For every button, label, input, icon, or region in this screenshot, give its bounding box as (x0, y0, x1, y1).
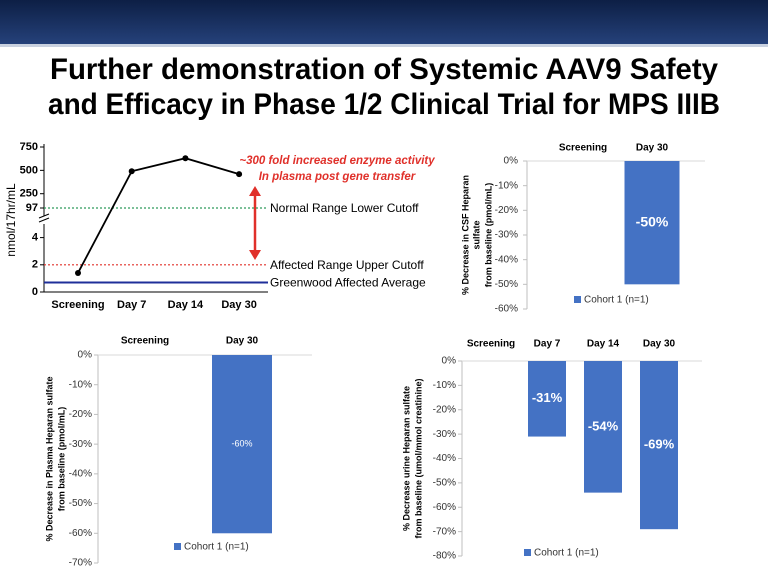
axis-break (38, 217, 50, 223)
legend-label: Cohort 1 (n=1) (584, 295, 649, 306)
y-tick-label: -20% (69, 409, 92, 420)
y-axis-label: from baseline (pmol/mL) (56, 407, 66, 512)
y-tick-label: -10% (69, 379, 92, 390)
axis-break (38, 213, 50, 219)
y-tick-label: 0% (504, 156, 519, 167)
value-label: -69% (644, 437, 675, 452)
y-axis-label: from baseline (umol/mmol creatinine) (413, 378, 423, 538)
x-tick-label: Day 30 (221, 299, 256, 311)
y-tick-label: -40% (495, 254, 518, 265)
x-tick-label: Screening (51, 299, 104, 311)
y-tick-label: 4 (32, 232, 39, 244)
y-tick-label: 250 (20, 188, 38, 200)
y-tick-label: 750 (20, 141, 38, 153)
bar (640, 361, 678, 530)
y-tick-label: -50% (69, 498, 92, 509)
legend-label: Cohort 1 (n=1) (184, 542, 249, 553)
y-tick-label: -70% (433, 526, 456, 537)
data-point (128, 168, 135, 175)
y-tick-label: -30% (433, 429, 456, 440)
annotation: ~300 fold increased enzyme activity (239, 155, 435, 167)
data-line (77, 157, 240, 274)
y-tick-label: -50% (433, 478, 456, 489)
x-tick-label: Day 14 (587, 339, 620, 350)
y-tick-label: 0 (32, 286, 38, 298)
x-tick-label: Day 7 (534, 339, 561, 350)
y-tick-label: -70% (69, 558, 92, 569)
legend-swatch (174, 543, 181, 550)
value-label: -60% (231, 439, 252, 449)
y-tick-label: -40% (69, 468, 92, 479)
slide-title: and Efficacy in Phase 1/2 Clinical Trial… (48, 88, 720, 121)
x-tick-label: Day 14 (168, 299, 204, 311)
x-tick-label: Screening (559, 143, 607, 154)
y-axis-label: % Decrease urine Heparan sulfate (401, 386, 411, 531)
x-tick-label: Day 7 (117, 299, 146, 311)
y-axis-label: % Decrease in Plasma Heparan sulfate (44, 376, 54, 541)
reference-label: Greenwood Affected Average (270, 276, 426, 290)
x-tick-label: Day 30 (636, 143, 669, 154)
legend-swatch (524, 549, 531, 556)
annotation-arrow (249, 186, 261, 260)
reference-label: Normal Range Lower Cutoff (270, 201, 419, 215)
y-axis-label: from baseline (pmol/mL) (483, 183, 493, 288)
y-tick-label: -30% (495, 230, 518, 241)
legend-swatch (574, 296, 581, 303)
slide-title: Further demonstration of Systemic AAV9 S… (50, 53, 718, 86)
y-tick-label: -30% (69, 439, 92, 450)
bar (212, 355, 272, 534)
bar (584, 361, 622, 493)
y-tick-label: -20% (433, 404, 456, 415)
y-tick-label: 97 (26, 202, 38, 214)
y-tick-label: -80% (433, 551, 456, 562)
y-tick-label: -60% (495, 304, 518, 315)
header-band (0, 0, 768, 44)
header-rule (0, 44, 768, 47)
y-tick-label: -20% (495, 205, 518, 216)
data-point (75, 269, 81, 276)
y-tick-label: -60% (433, 502, 456, 513)
y-tick-label: -60% (69, 528, 92, 539)
y-tick-label: -10% (495, 180, 518, 191)
y-tick-label: -40% (433, 453, 456, 464)
legend-label: Cohort 1 (n=1) (534, 548, 599, 559)
x-tick-label: Screening (121, 336, 169, 347)
value-label: -31% (532, 390, 563, 405)
bar (528, 361, 566, 437)
y-tick-label: 500 (20, 164, 38, 176)
x-tick-label: Day 30 (226, 336, 259, 347)
data-point (182, 155, 189, 162)
y-tick-label: -50% (495, 279, 518, 290)
y-tick-label: -10% (433, 380, 456, 391)
reference-label: Affected Range Upper Cutoff (270, 258, 424, 272)
y-axis-label: nmol/17hr/mL (4, 183, 18, 257)
y-axis-label: % Decrease in CSF Heparan (460, 175, 470, 295)
x-tick-label: Day 30 (643, 339, 676, 350)
bar (624, 161, 680, 285)
y-tick-label: 2 (32, 259, 38, 271)
x-tick-label: Screening (467, 339, 515, 350)
y-axis-label: sulfate (471, 220, 481, 249)
annotation: In plasma post gene transfer (259, 171, 416, 183)
value-label: -54% (588, 418, 619, 433)
data-point (236, 171, 243, 178)
y-tick-label: 0% (78, 350, 93, 361)
y-tick-label: 0% (442, 356, 457, 367)
value-label: -50% (636, 213, 669, 229)
